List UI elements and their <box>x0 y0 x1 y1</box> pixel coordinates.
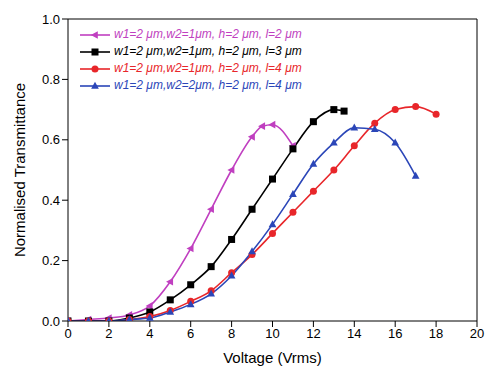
svg-text:8: 8 <box>228 326 235 341</box>
svg-text:0.4: 0.4 <box>42 193 60 208</box>
svg-text:Voltage (Vrms): Voltage (Vrms) <box>223 349 322 366</box>
svg-text:10: 10 <box>265 326 279 341</box>
svg-text:14: 14 <box>347 326 361 341</box>
html-text:w1=2 μm,w2=2μm, h=2 μm, l=4 μm: w1=2 μm,w2=2μm, h=2 μm, l=4 μm <box>114 78 302 92</box>
svg-text:4: 4 <box>146 326 153 341</box>
html-text:w1=2 μm,w2=1μm, h=2 μm, l=3 μm: w1=2 μm,w2=1μm, h=2 μm, l=3 μm <box>114 44 302 58</box>
svg-text:20: 20 <box>470 326 484 341</box>
html-text:w1=2 μm,w2=1μm, h=2 μm, l=2 μm: w1=2 μm,w2=1μm, h=2 μm, l=2 μm <box>114 27 302 41</box>
svg-text:Normalised Transmittance: Normalised Transmittance <box>11 83 28 257</box>
svg-text:0.8: 0.8 <box>42 72 60 87</box>
svg-text:1.0: 1.0 <box>42 12 60 27</box>
svg-text:0.0: 0.0 <box>42 314 60 329</box>
svg-text:0.6: 0.6 <box>42 132 60 147</box>
svg-text:0: 0 <box>64 326 71 341</box>
svg-text:16: 16 <box>388 326 402 341</box>
svg-text:18: 18 <box>429 326 443 341</box>
svg-text:2: 2 <box>105 326 112 341</box>
svg-text:12: 12 <box>306 326 320 341</box>
svg-text:6: 6 <box>187 326 194 341</box>
svg-text:0.2: 0.2 <box>42 253 60 268</box>
html-text:w1=2 μm,w2=1μm, h=2 μm, l=4 μm: w1=2 μm,w2=1μm, h=2 μm, l=4 μm <box>114 61 302 75</box>
